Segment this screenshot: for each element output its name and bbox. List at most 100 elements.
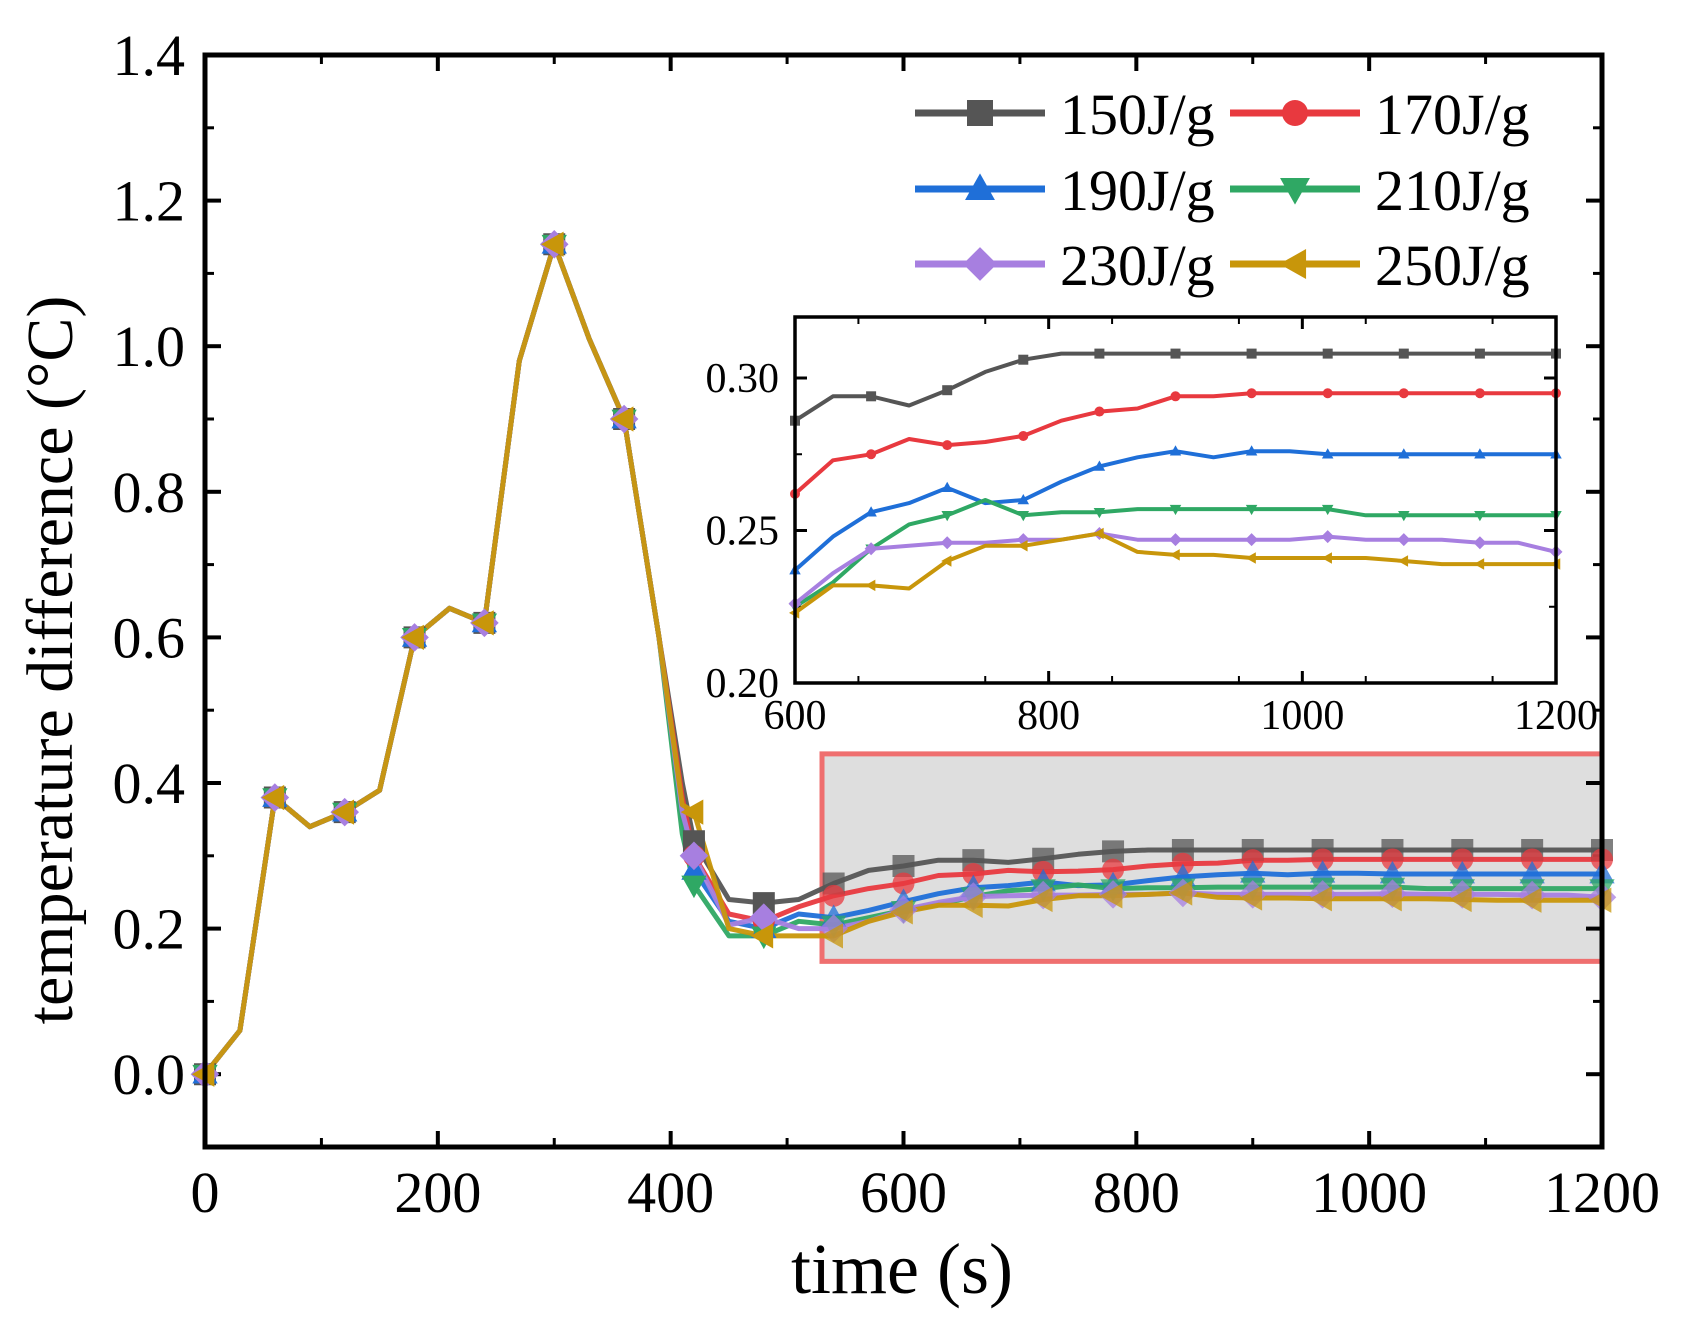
data-point	[750, 923, 774, 949]
data-point	[1239, 885, 1263, 911]
inset-data-point	[1473, 536, 1487, 550]
legend-marker	[965, 173, 995, 201]
y-tick-label: 0.6	[113, 605, 186, 670]
y-tick-label: 0.0	[113, 1042, 186, 1107]
legend-marker	[1279, 249, 1307, 279]
y-tick-label: 1.4	[113, 23, 186, 88]
data-point	[1102, 840, 1125, 863]
inset-y-tick-label: 0.30	[706, 356, 780, 402]
data-point	[1030, 886, 1053, 913]
inset-data-point	[1245, 552, 1256, 564]
legend-label: 170J/g	[1375, 82, 1530, 147]
inset-data-point	[1093, 460, 1106, 471]
inset-data-point	[1245, 445, 1258, 456]
data-point	[752, 892, 775, 915]
inset-data-point	[1170, 391, 1181, 402]
x-tick-label: 1000	[1311, 1160, 1427, 1225]
y-tick-label: 0.2	[113, 897, 186, 962]
x-axis-title: time (s)	[791, 1229, 1013, 1309]
y-tick-label: 1.2	[113, 169, 186, 234]
data-point	[1099, 883, 1123, 909]
inset-data-point	[1397, 555, 1409, 567]
legend-marker	[1280, 177, 1310, 205]
inset-y-tick-label: 0.25	[706, 509, 780, 555]
y-tick-label: 1.0	[113, 314, 186, 379]
legend-marker	[1282, 100, 1308, 126]
inset-data-point	[1169, 445, 1182, 456]
inset-data-point	[942, 440, 953, 451]
inset-data-point	[1017, 511, 1030, 522]
y-tick-label: 0.8	[113, 460, 186, 525]
inset-data-point	[1245, 504, 1258, 516]
data-point	[1449, 860, 1475, 884]
data-point	[610, 406, 634, 432]
inset-data-point	[1322, 388, 1333, 399]
data-point	[1521, 848, 1544, 871]
inset-data-point	[1398, 348, 1409, 359]
data-point	[1309, 886, 1332, 912]
data-point	[1519, 860, 1545, 884]
data-point	[401, 624, 424, 651]
inset-data-point	[865, 506, 877, 517]
inset-data-point	[1017, 494, 1030, 505]
data-point	[822, 884, 845, 907]
inset-data-point	[1246, 348, 1257, 359]
inset-data-point	[1321, 448, 1334, 459]
data-point	[261, 784, 285, 811]
inset-data-point	[1397, 533, 1411, 547]
inset-x-tick-label: 1000	[1260, 693, 1344, 739]
data-point	[890, 899, 913, 925]
inset-data-point	[1169, 533, 1182, 547]
legend-label: 250J/g	[1375, 233, 1530, 298]
data-point	[1451, 848, 1474, 871]
inset-data-point	[942, 385, 953, 396]
data-point	[1102, 858, 1125, 881]
plot-frames	[202, 52, 1605, 1150]
data-point	[331, 799, 355, 825]
inset-data-point	[1473, 558, 1485, 570]
x-tick-label: 400	[627, 1160, 714, 1225]
data-point	[1309, 860, 1336, 883]
inset-data-point	[864, 542, 878, 556]
data-point	[820, 923, 843, 949]
inset-data-point	[1094, 348, 1105, 359]
data-point	[892, 854, 915, 877]
data-point	[1449, 886, 1472, 913]
main-frame	[202, 52, 1605, 1150]
inset-background	[795, 317, 1556, 683]
inset-data-point	[1169, 504, 1182, 516]
x-tick-label: 1200	[1544, 1160, 1660, 1225]
inset-data-point	[866, 449, 877, 460]
main-plot: 0 200 400 600 800 1000 1200 0.0 0.2 0.4 0.6 0.8 1.0 1…	[113, 23, 1661, 1225]
data-point	[892, 872, 915, 895]
inset-data-point	[1245, 533, 1259, 547]
inset-data-point	[1094, 406, 1105, 417]
inset-frame	[793, 315, 1558, 685]
inset-data-point	[940, 536, 954, 550]
inset-plot: 600 800 1000 1200 0.20 0.25 0.30	[706, 315, 1598, 739]
legend-label: 190J/g	[1060, 158, 1215, 223]
data-point	[1379, 860, 1406, 884]
inset-data-point	[1017, 540, 1028, 552]
data-point	[681, 875, 707, 899]
data-point	[680, 799, 704, 825]
series-line-250J/g	[203, 241, 1602, 1076]
inset-data-point	[1093, 527, 1104, 540]
inset-y-tick-label: 0.20	[706, 661, 780, 707]
data-point	[541, 231, 564, 257]
inset-data-point	[865, 579, 876, 592]
inset-data-point	[1016, 533, 1030, 547]
data-point	[1381, 848, 1404, 871]
legend-label: 230J/g	[1060, 233, 1215, 298]
inset-data-point	[1398, 388, 1409, 399]
data-point	[1379, 886, 1402, 912]
x-tick-label: 800	[1093, 1160, 1180, 1225]
inset-data-point	[1093, 507, 1106, 519]
inset-data-point	[1169, 549, 1180, 561]
inset-data-point	[1474, 448, 1486, 459]
inset-data-point	[1398, 448, 1410, 459]
x-tick-label: 200	[394, 1160, 481, 1225]
inset-data-point	[1398, 511, 1410, 522]
inset-data-point	[1018, 430, 1029, 441]
